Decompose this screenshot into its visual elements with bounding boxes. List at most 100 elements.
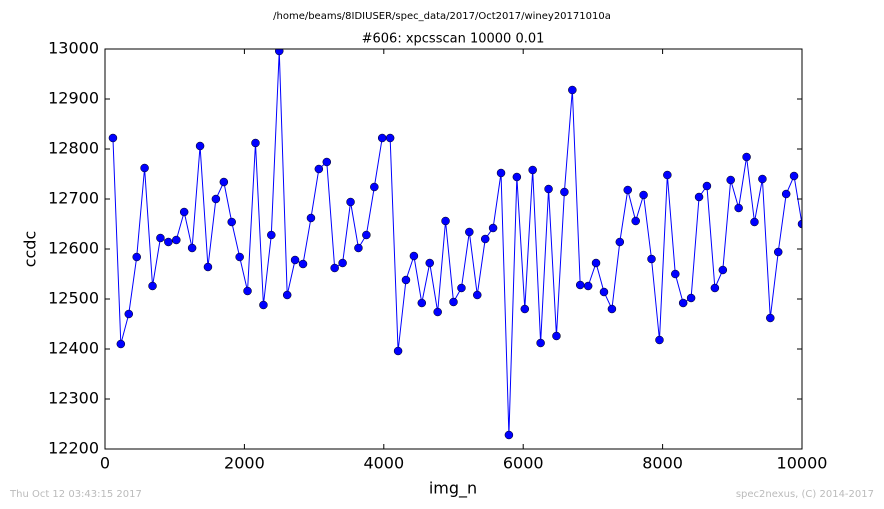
- data-point: [568, 85, 577, 95]
- data-point: [773, 247, 783, 257]
- data-point: [385, 133, 395, 143]
- data-point: [124, 309, 134, 319]
- data-point: [164, 237, 173, 247]
- data-point: [219, 177, 229, 187]
- data-point: [702, 181, 712, 191]
- data-point: [298, 259, 308, 269]
- data-point: [179, 207, 189, 217]
- footer-right: spec2nexus, (C) 2014-2017: [736, 489, 874, 500]
- data-point: [528, 165, 537, 175]
- footer-left: Thu Oct 12 03:43:15 2017: [9, 489, 142, 500]
- data-point: [663, 170, 672, 180]
- data-point: [370, 182, 379, 192]
- data-point: [473, 290, 482, 300]
- data-point: [607, 304, 617, 314]
- data-point: [734, 203, 743, 213]
- data-point: [275, 49, 284, 56]
- y-tick-label: 12400: [48, 339, 99, 358]
- data-point: [417, 298, 427, 308]
- data-point: [536, 338, 545, 348]
- y-tick-label: 12300: [48, 389, 99, 408]
- data-point: [560, 187, 569, 197]
- data-point: [615, 237, 625, 247]
- data-point: [243, 286, 252, 296]
- data-point: [694, 192, 704, 202]
- data-point: [797, 219, 802, 229]
- data-point: [671, 269, 680, 279]
- data-point: [393, 346, 403, 356]
- data-point: [718, 265, 728, 275]
- data-point: [377, 133, 387, 143]
- y-tick-label: 12900: [48, 89, 99, 108]
- data-point: [591, 258, 601, 268]
- data-point: [322, 157, 332, 167]
- data-point: [520, 304, 530, 314]
- y-tick-label: 12700: [48, 189, 99, 208]
- data-point: [742, 152, 751, 162]
- data-point: [449, 297, 458, 307]
- data-point: [623, 185, 632, 195]
- data-point: [425, 258, 434, 268]
- data-point: [195, 141, 205, 151]
- data-point: [401, 275, 411, 285]
- y-tick-label: 12800: [48, 139, 99, 158]
- data-point: [409, 251, 419, 261]
- data-point: [789, 171, 799, 181]
- y-tick-label: 13000: [48, 39, 99, 58]
- data-point: [599, 287, 609, 297]
- data-point: [227, 217, 236, 227]
- data-point: [631, 216, 640, 226]
- data-point: [108, 133, 118, 143]
- data-point: [766, 313, 775, 323]
- data-point: [583, 281, 593, 291]
- data-point: [267, 230, 276, 240]
- chart-title: #606: xpcsscan 10000 0.01: [362, 32, 545, 47]
- data-point: [726, 175, 735, 185]
- data-point: [781, 189, 791, 199]
- data-point: [306, 213, 316, 223]
- plot-area: [108, 49, 802, 440]
- x-tick-label: 2000: [224, 454, 265, 473]
- x-tick-label: 8000: [642, 454, 683, 473]
- data-point: [140, 163, 149, 173]
- data-point: [678, 298, 688, 308]
- data-point: [172, 235, 181, 245]
- x-tick-label: 6000: [503, 454, 544, 473]
- data-point: [512, 172, 522, 182]
- suptitle: /home/beams/8IDIUSER/spec_data/2017/Oct2…: [273, 11, 611, 22]
- data-point: [211, 194, 221, 204]
- data-point: [290, 255, 300, 265]
- data-point: [132, 252, 141, 262]
- data-point: [441, 216, 450, 226]
- data-point: [758, 174, 767, 184]
- data-point: [750, 217, 759, 227]
- data-point: [346, 197, 355, 207]
- data-point: [465, 227, 474, 237]
- data-point: [433, 307, 442, 317]
- data-point: [338, 258, 347, 268]
- y-tick-label: 12500: [48, 289, 99, 308]
- data-point: [187, 243, 197, 253]
- data-point: [655, 335, 664, 345]
- data-point: [235, 252, 244, 262]
- data-point: [251, 138, 260, 148]
- data-point: [148, 281, 157, 291]
- y-tick-label: 12200: [48, 439, 99, 458]
- y-tick-label: 12600: [48, 239, 99, 258]
- data-point: [362, 230, 371, 240]
- x-axis-label: img_n: [429, 479, 477, 499]
- data-point: [686, 293, 696, 303]
- data-point: [639, 190, 648, 200]
- data-point: [496, 168, 506, 178]
- data-point: [203, 262, 213, 272]
- data-point: [259, 300, 268, 310]
- data-point: [116, 339, 126, 349]
- data-point: [330, 263, 339, 273]
- x-tick-label: 10000: [777, 454, 828, 473]
- data-line: [112, 50, 802, 436]
- data-point: [575, 280, 585, 290]
- x-tick-label: 4000: [363, 454, 404, 473]
